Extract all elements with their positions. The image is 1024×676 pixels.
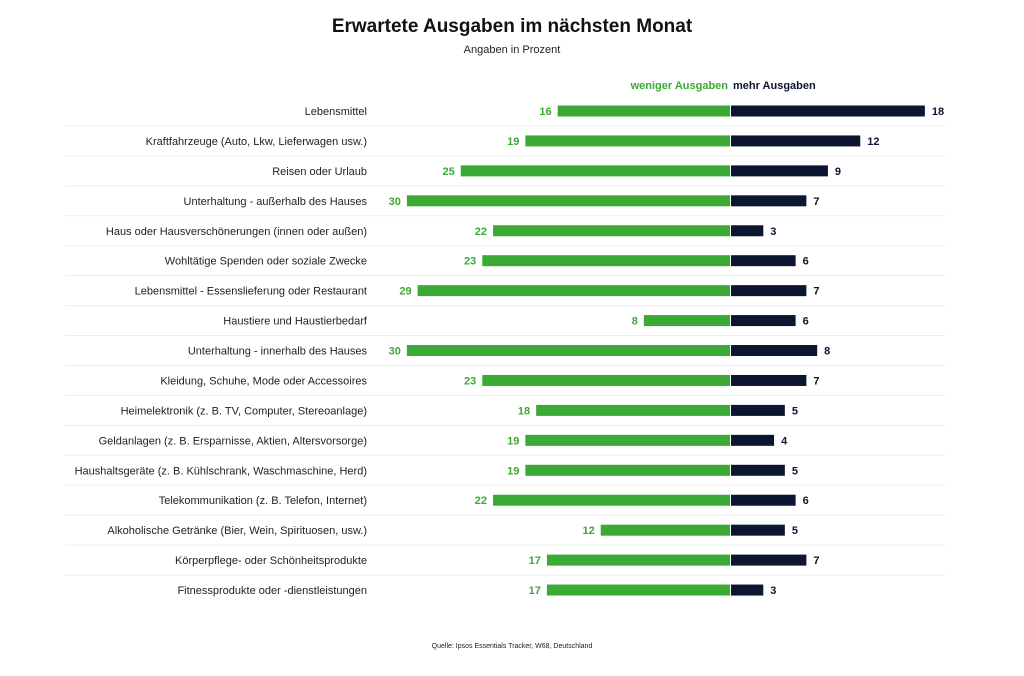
source-note: Quelle: Ipsos Essentials Tracker, W68, D…	[431, 643, 593, 650]
bar-mehr	[731, 494, 796, 506]
category-label: Unterhaltung - innerhalb des Hauses	[188, 346, 368, 358]
bar-mehr	[731, 584, 764, 596]
data-label-weniger: 22	[475, 226, 487, 238]
data-label-weniger: 25	[443, 166, 455, 178]
legend-mehr: mehr Ausgaben	[733, 80, 816, 92]
data-label-mehr: 5	[792, 405, 798, 417]
bar-mehr	[731, 255, 796, 267]
legend-weniger: weniger Ausgaben	[630, 80, 728, 92]
data-label-weniger: 16	[539, 106, 551, 118]
data-label-mehr: 7	[813, 286, 819, 298]
bar-mehr	[731, 374, 807, 386]
bar-weniger	[525, 135, 730, 147]
data-label-weniger: 18	[518, 405, 530, 417]
data-label-weniger: 19	[507, 465, 519, 477]
bar-weniger	[417, 285, 730, 297]
bar-mehr	[731, 345, 818, 357]
category-label: Kleidung, Schuhe, Mode oder Accessoires	[160, 375, 367, 387]
data-label-weniger: 23	[464, 375, 476, 387]
bar-mehr	[731, 165, 828, 177]
data-label-mehr: 7	[813, 555, 819, 567]
bar-weniger	[482, 255, 730, 267]
data-label-mehr: 3	[770, 226, 776, 238]
data-label-mehr: 6	[803, 316, 809, 328]
data-label-weniger: 29	[399, 286, 411, 298]
category-label: Heimelektronik (z. B. TV, Computer, Ster…	[121, 405, 367, 417]
bar-weniger	[525, 464, 730, 476]
bar-weniger	[460, 165, 730, 177]
bar-weniger	[493, 494, 730, 506]
bar-mehr	[731, 434, 775, 446]
data-label-weniger: 19	[507, 435, 519, 447]
bar-mehr	[731, 105, 925, 117]
category-label: Alkoholische Getränke (Bier, Wein, Spiri…	[107, 525, 367, 537]
bar-mehr	[731, 285, 807, 297]
data-label-mehr: 3	[770, 585, 776, 597]
category-label: Haushaltsgeräte (z. B. Kühlschrank, Wasc…	[75, 465, 367, 477]
bar-mehr	[731, 464, 785, 476]
chart-subtitle: Angaben in Prozent	[463, 44, 561, 56]
data-label-mehr: 8	[824, 346, 830, 358]
data-label-mehr: 5	[792, 525, 798, 537]
category-label: Unterhaltung - außerhalb des Hauses	[184, 196, 368, 208]
category-label: Wohltätige Spenden oder soziale Zwecke	[165, 256, 367, 268]
bar-weniger	[557, 105, 730, 117]
category-label: Fitnessprodukte oder -dienstleistungen	[177, 585, 367, 597]
data-label-mehr: 12	[867, 136, 879, 148]
bar-mehr	[731, 554, 807, 566]
data-label-weniger: 30	[389, 196, 401, 208]
chart-title: Erwartete Ausgaben im nächsten Monat	[331, 16, 693, 37]
category-label: Reisen oder Urlaub	[272, 166, 367, 178]
bar-weniger	[406, 195, 730, 207]
category-label: Geldanlagen (z. B. Ersparnisse, Aktien, …	[99, 435, 367, 447]
data-label-mehr: 6	[803, 495, 809, 507]
data-label-mehr: 9	[835, 166, 841, 178]
data-label-mehr: 7	[813, 375, 819, 387]
category-label: Kraftfahrzeuge (Auto, Lkw, Lieferwagen u…	[146, 136, 367, 148]
data-label-weniger: 12	[583, 525, 595, 537]
category-label: Lebensmittel	[305, 106, 367, 118]
data-label-mehr: 18	[932, 106, 944, 118]
category-label: Körperpflege- oder Schönheitsprodukte	[175, 555, 367, 567]
bar-mehr	[731, 315, 796, 327]
bar-weniger	[643, 315, 730, 327]
category-label: Haus oder Hausverschönerungen (innen ode…	[106, 226, 367, 238]
bar-weniger	[482, 374, 730, 386]
data-label-weniger: 17	[529, 585, 541, 597]
bar-weniger	[536, 404, 730, 416]
bar-weniger	[546, 554, 730, 566]
data-label-mehr: 4	[781, 435, 788, 447]
category-label: Telekommunikation (z. B. Telefon, Intern…	[159, 495, 367, 507]
bar-weniger	[406, 345, 730, 357]
bar-mehr	[731, 195, 807, 207]
bar-weniger	[525, 434, 730, 446]
bar-mehr	[731, 225, 764, 237]
bar-mehr	[731, 404, 785, 416]
data-label-weniger: 19	[507, 136, 519, 148]
data-label-weniger: 17	[529, 555, 541, 567]
bar-mehr	[731, 524, 785, 536]
bar-mehr	[731, 135, 861, 147]
category-label: Lebensmittel - Essenslieferung oder Rest…	[135, 286, 367, 298]
category-label: Haustiere und Haustierbedarf	[223, 316, 368, 328]
data-label-mehr: 7	[813, 196, 819, 208]
data-label-weniger: 30	[389, 346, 401, 358]
bar-weniger	[493, 225, 730, 237]
bar-weniger	[546, 584, 730, 596]
bar-weniger	[600, 524, 730, 536]
data-label-mehr: 5	[792, 465, 798, 477]
data-label-weniger: 22	[475, 495, 487, 507]
data-label-weniger: 8	[632, 316, 638, 328]
data-label-mehr: 6	[803, 256, 809, 268]
data-label-weniger: 23	[464, 256, 476, 268]
